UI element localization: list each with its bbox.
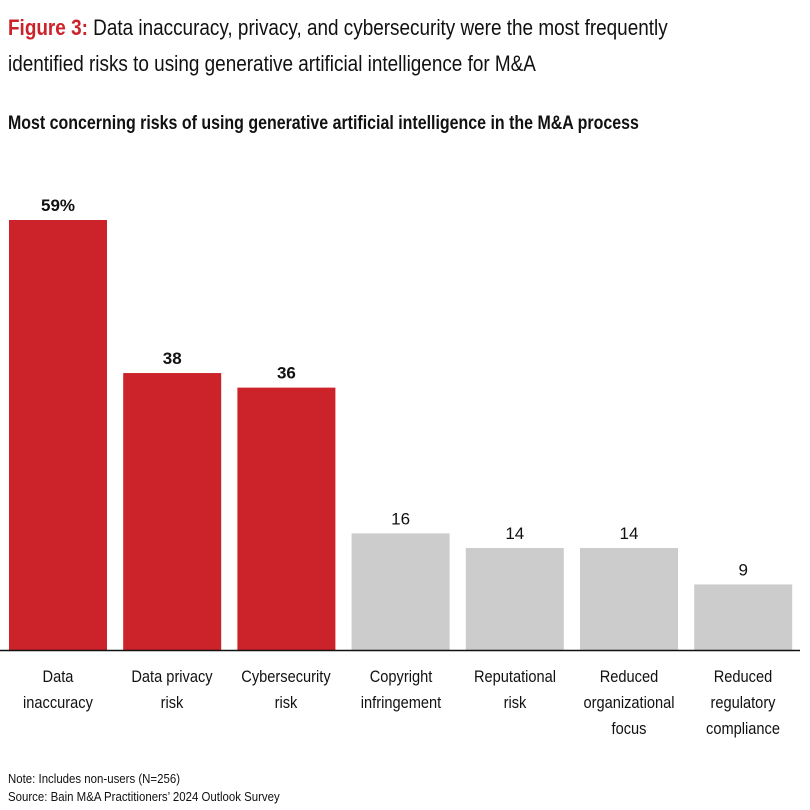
category-label-3-line-1: infringement — [360, 693, 441, 712]
data-label-1: 38 — [163, 349, 182, 368]
footnotes: Note: Includes non-users (N=256) Source:… — [8, 770, 280, 806]
category-label-0: Data inaccuracy — [9, 664, 107, 716]
bar-2 — [237, 387, 336, 650]
figure-title-text: Data inaccuracy, privacy, and cybersecur… — [8, 15, 668, 76]
source-text: Source: Bain M&A Practitioners’ 2024 Out… — [8, 789, 280, 804]
bar-chart: 59% 38 36 16 14 14 9 — [0, 196, 800, 652]
bar-6 — [694, 584, 793, 650]
category-label-3-line-0: Copyright — [369, 667, 432, 686]
category-label-4-line-0: Reputational — [473, 667, 556, 686]
data-label-6: 9 — [738, 560, 747, 579]
category-label-1-line-0: Data privacy — [131, 667, 213, 686]
bar-4 — [465, 547, 564, 650]
bar-3 — [351, 533, 450, 650]
figure-label: Figure 3: — [8, 15, 88, 40]
category-label-5-line-0: Reduced — [599, 667, 659, 686]
data-label-5: 14 — [620, 524, 639, 543]
category-label-5: Reduced organizational focus — [580, 664, 678, 742]
note-text: Note: Includes non-users (N=256) — [8, 771, 181, 786]
category-label-6-line-2: compliance — [706, 719, 781, 738]
data-label-0: 59% — [41, 196, 75, 215]
bar-0 — [9, 220, 107, 650]
bar-1 — [123, 373, 222, 650]
category-label-0-line-0: Data — [42, 667, 74, 686]
category-label-4: Reputational risk — [466, 664, 564, 716]
data-label-2: 36 — [277, 364, 296, 383]
category-label-3: Copyright infringement — [352, 664, 450, 716]
chart-title: Most concerning risks of using generativ… — [8, 113, 639, 134]
category-label-1-line-1: risk — [160, 693, 184, 712]
category-label-2-line-0: Cybersecurity — [241, 667, 332, 686]
bar-5 — [580, 547, 678, 650]
category-label-6: Reduced regulatory compliance — [694, 664, 792, 742]
category-label-2-line-1: risk — [275, 693, 298, 712]
category-label-4-line-1: risk — [503, 693, 527, 712]
data-label-3: 16 — [391, 509, 410, 528]
category-label-0-line-1: inaccuracy — [23, 693, 93, 712]
category-label-5-line-1: organizational — [583, 693, 675, 712]
category-label-6-line-1: regulatory — [710, 693, 776, 712]
category-label-6-line-0: Reduced — [713, 667, 773, 686]
data-label-4: 14 — [505, 524, 524, 543]
category-label-1: Data privacy risk — [123, 664, 221, 716]
figure-title: Figure 3: Data inaccuracy, privacy, and … — [8, 10, 687, 82]
category-label-5-line-2: focus — [611, 719, 647, 738]
category-label-2: Cybersecurity risk — [237, 664, 335, 716]
